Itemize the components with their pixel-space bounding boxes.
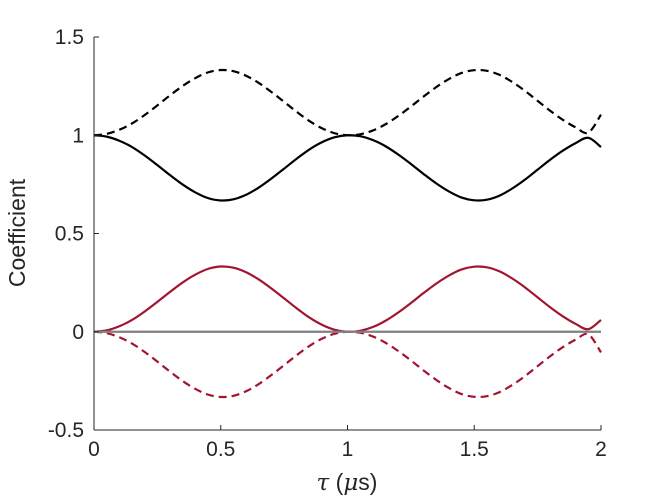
y-tick-label: 1 — [72, 124, 84, 147]
x-tick-label: 1 — [342, 438, 354, 461]
x-axis-title-mu: μ — [343, 470, 358, 496]
y-tick-label: -0.5 — [48, 419, 84, 442]
x-axis-title-open: ( — [329, 469, 343, 495]
x-ticks: 0 0.5 1 1.5 2 — [88, 425, 607, 461]
x-axis-title-tau: τ — [317, 470, 331, 496]
series-layer — [93, 68, 602, 399]
y-axis-title: Coefficient — [4, 178, 30, 287]
x-axis-title: τ (μs) — [317, 469, 378, 496]
y-tick-label: 0 — [72, 321, 84, 344]
series-line-0 — [93, 134, 602, 202]
y-tick-label: 1.5 — [55, 26, 84, 49]
series-line-2 — [93, 265, 602, 333]
x-tick-label: 1.5 — [460, 438, 489, 461]
x-tick-label: 0.5 — [206, 438, 235, 461]
y-tick-label: 0.5 — [55, 223, 84, 246]
x-tick-label: 2 — [595, 438, 607, 461]
x-axis-title-unit: s) — [358, 469, 377, 495]
x-tick-label: 0 — [88, 438, 100, 461]
y-ticks: -0.5 0 0.5 1 1.5 — [48, 26, 99, 442]
series-line-1 — [93, 68, 602, 137]
series-line-3 — [93, 330, 602, 399]
